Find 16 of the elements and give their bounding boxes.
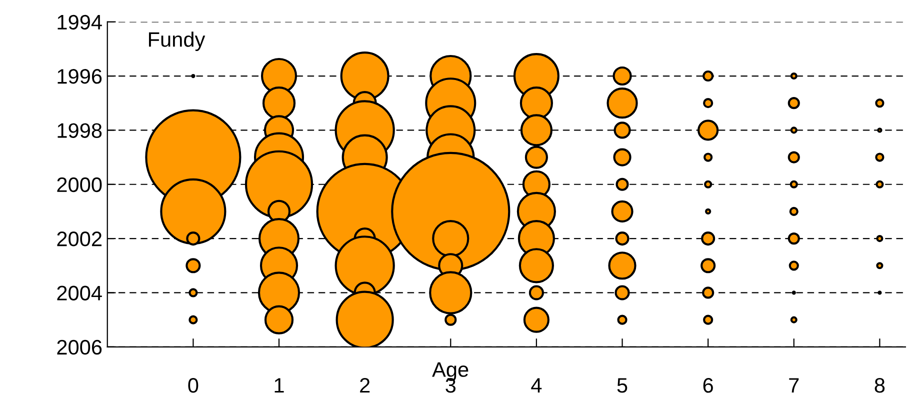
x-tick-label: 5 xyxy=(617,378,628,393)
x-tick-label: 8 xyxy=(874,378,885,393)
y-tick-label: 2000 xyxy=(57,177,102,192)
y-tick-label: 2006 xyxy=(57,340,102,355)
x-tick-label: 7 xyxy=(789,378,799,393)
annotation: Fundy xyxy=(148,32,206,52)
x-tick-label: 2 xyxy=(360,378,370,393)
x-tick-label: 0 xyxy=(188,378,198,393)
y-tick-label: 1996 xyxy=(58,69,102,84)
x-tick-label: 6 xyxy=(703,378,713,393)
x-tick-label: 4 xyxy=(531,378,542,393)
y-tick-label: 1998 xyxy=(58,123,102,138)
y-tick-label: 2002 xyxy=(57,232,102,246)
x-tick-label: 1 xyxy=(274,378,284,393)
y-tick-label: 1994 xyxy=(58,14,102,30)
y-tick-label: 2004 xyxy=(57,286,102,300)
